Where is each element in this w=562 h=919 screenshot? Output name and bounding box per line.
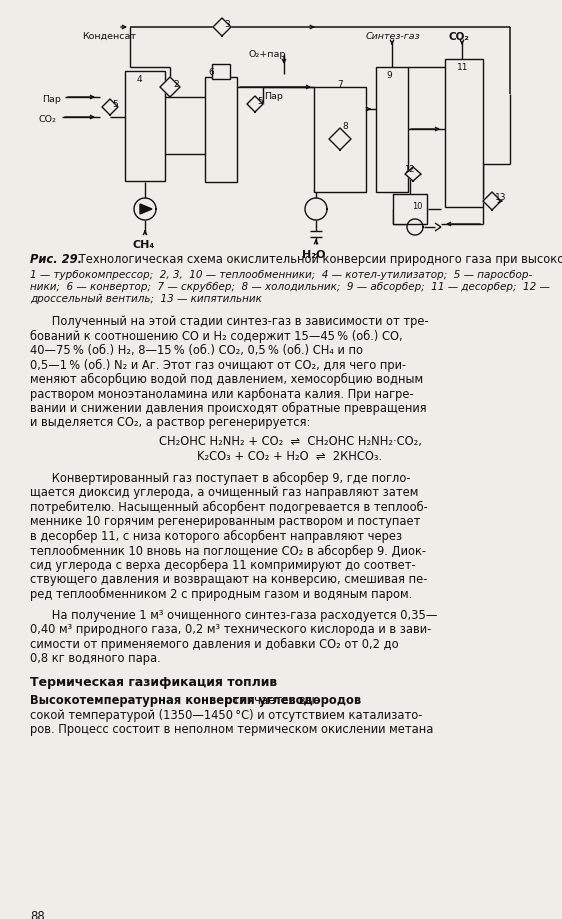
Text: симости от применяемого давления и добавки СО₂ от 0,2 до: симости от применяемого давления и добав…	[30, 637, 398, 650]
Text: 88: 88	[30, 909, 45, 919]
Bar	[212, 65, 230, 80]
Text: СО₂: СО₂	[448, 32, 469, 42]
Text: дроссельный вентиль;  13 — кипятильник: дроссельный вентиль; 13 — кипятильник	[30, 294, 262, 303]
Text: 11: 11	[457, 62, 469, 72]
Text: Пар: Пар	[42, 95, 61, 104]
Text: 7: 7	[337, 80, 343, 89]
Polygon shape	[213, 19, 231, 37]
Text: меняют абсорбцию водой под давлением, хемосорбцию водным: меняют абсорбцию водой под давлением, хе…	[30, 372, 423, 386]
Text: СН₄: СН₄	[132, 240, 154, 250]
Text: ники;  6 — конвертор;  7 — скруббер;  8 — холодильник;  9 — абсорбер;  11 — десо: ники; 6 — конвертор; 7 — скруббер; 8 — х…	[30, 282, 550, 291]
Polygon shape	[483, 193, 501, 210]
Bar	[393, 195, 427, 225]
Bar	[314, 88, 366, 193]
Text: 40—75 % (об.) H₂, 8—15 % (об.) СО₂, 0,5 % (об.) СН₄ и по: 40—75 % (об.) H₂, 8—15 % (об.) СО₂, 0,5 …	[30, 344, 363, 357]
Text: 0,5—1 % (об.) N₂ и Аг. Этот газ очищают от СО₂, для чего при-: 0,5—1 % (об.) N₂ и Аг. Этот газ очищают …	[30, 358, 406, 371]
Text: 0,8 кг водяного пара.: 0,8 кг водяного пара.	[30, 652, 161, 664]
Bar	[205, 78, 237, 183]
Text: бований к соотношению СО и H₂ содержит 15—45 % (об.) СО,: бований к соотношению СО и H₂ содержит 1…	[30, 329, 402, 342]
Text: 0,40 м³ природного газа, 0,2 м³ технического кислорода и в зави-: 0,40 м³ природного газа, 0,2 м³ техничес…	[30, 622, 431, 635]
Polygon shape	[405, 168, 421, 182]
Text: О₂+пар: О₂+пар	[248, 50, 285, 59]
Text: 2: 2	[173, 80, 179, 89]
Text: Высокотемпературная конверсия углеводородов: Высокотемпературная конверсия углеводоро…	[30, 694, 361, 707]
Text: Полученный на этой стадии синтез-газ в зависимости от тре-: Полученный на этой стадии синтез-газ в з…	[30, 314, 429, 328]
Text: 6: 6	[208, 68, 214, 77]
Text: 3: 3	[224, 20, 230, 29]
Text: и выделяется СО₂, а раствор регенерируется:: и выделяется СО₂, а раствор регенерирует…	[30, 416, 310, 429]
Text: На получение 1 м³ очищенного синтез-газа расходуется 0,35—: На получение 1 м³ очищенного синтез-газа…	[30, 607, 437, 621]
Text: Рис. 29.: Рис. 29.	[30, 253, 82, 266]
Text: раствором моноэтаноламина или карбоната калия. При нагре-: раствором моноэтаноламина или карбоната …	[30, 387, 414, 400]
Bar	[125, 72, 165, 182]
Text: 5: 5	[257, 96, 263, 106]
Text: 5: 5	[112, 100, 118, 108]
Text: меннике 10 горячим регенерированным раствором и поступает: меннике 10 горячим регенерированным раст…	[30, 515, 420, 528]
Text: СН₂ОНС Н₂NH₂ + CO₂  ⇌  СН₂ОНС Н₂NH₂·CO₂,: СН₂ОНС Н₂NH₂ + CO₂ ⇌ СН₂ОНС Н₂NH₂·CO₂,	[158, 435, 422, 448]
Text: K₂CO₃ + CO₂ + H₂O  ⇌  2КНСО₃.: K₂CO₃ + CO₂ + H₂O ⇌ 2КНСО₃.	[197, 449, 383, 462]
Text: 12: 12	[404, 165, 415, 174]
Text: 13: 13	[495, 193, 506, 202]
Polygon shape	[102, 100, 118, 116]
Text: 9: 9	[386, 71, 392, 80]
Polygon shape	[329, 129, 351, 151]
Text: Конвертированный газ поступает в абсорбер 9, где погло-: Конвертированный газ поступает в абсорбе…	[30, 471, 410, 484]
Text: 1 — турбокомпрессор;  2, 3,  10 — теплообменники;  4 — котел-утилизатор;  5 — па: 1 — турбокомпрессор; 2, 3, 10 — теплообм…	[30, 269, 532, 279]
Text: ред теплообменником 2 с природным газом и водяным паром.: ред теплообменником 2 с природным газом …	[30, 587, 413, 600]
Text: щается диоксид углерода, а очищенный газ направляют затем: щается диоксид углерода, а очищенный газ…	[30, 486, 418, 499]
Text: Синтез-газ: Синтез-газ	[366, 32, 420, 41]
Text: вании и снижении давления происходят обратные превращения: вании и снижении давления происходят обр…	[30, 402, 427, 414]
Bar	[376, 68, 408, 193]
Bar	[445, 60, 483, 208]
Text: Конденсат: Конденсат	[82, 32, 136, 41]
Text: теплообменник 10 вновь на поглощение СО₂ в абсорбер 9. Диок-: теплообменник 10 вновь на поглощение СО₂…	[30, 544, 426, 557]
Text: ствующего давления и возвращают на конверсию, смешивая пе-: ствующего давления и возвращают на конве…	[30, 573, 427, 586]
Text: в десорбер 11, с низа которого абсорбент направляют через: в десорбер 11, с низа которого абсорбент…	[30, 529, 402, 542]
Text: сид углерода с верха десорбера 11 компримируют до соответ-: сид углерода с верха десорбера 11 компри…	[30, 559, 416, 572]
Polygon shape	[247, 96, 263, 113]
Text: 10: 10	[412, 202, 423, 210]
Text: Технологическая схема окислительной конверсии природного газа при высоком давлен: Технологическая схема окислительной конв…	[75, 253, 562, 266]
Text: отличается вы-: отличается вы-	[222, 694, 319, 707]
Text: сокой температурой (1350—1450 °С) и отсутствием катализато-: сокой температурой (1350—1450 °С) и отсу…	[30, 709, 423, 721]
Text: потребителю. Насыщенный абсорбент подогревается в теплооб-: потребителю. Насыщенный абсорбент подогр…	[30, 501, 428, 514]
Text: СО₂: СО₂	[38, 115, 56, 124]
Text: 4: 4	[137, 75, 143, 84]
Text: Пар: Пар	[264, 92, 283, 101]
Text: 8: 8	[342, 122, 348, 130]
Text: Н₂О: Н₂О	[302, 250, 325, 260]
Polygon shape	[140, 205, 152, 215]
Polygon shape	[160, 78, 180, 98]
Text: ров. Процесс состоит в неполном термическом окислении метана: ров. Процесс состоит в неполном термичес…	[30, 722, 433, 736]
Text: Термическая газификация топлив: Термическая газификация топлив	[30, 675, 277, 688]
